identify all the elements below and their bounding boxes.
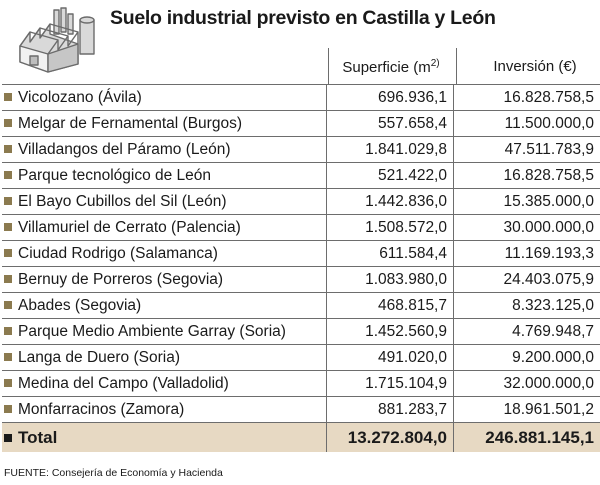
row-name-cell: Monfarracinos (Zamora): [2, 396, 327, 423]
factory-icon: [19, 7, 95, 73]
inversion-cell: 16.828.758,5: [453, 162, 600, 189]
superficie-cell: 557.658,4: [326, 110, 454, 137]
table-row: Villadangos del Páramo (León) 1.841.029,8…: [2, 136, 600, 163]
superficie-cell: 1.841.029,8: [326, 136, 454, 163]
column-divider: [456, 48, 457, 84]
row-name: Monfarracinos (Zamora): [18, 400, 185, 418]
table-row: El Bayo Cubillos del Sil (León) 1.442.836…: [2, 188, 600, 215]
table-row: Villamuriel de Cerrato (Palencia) 1.508.5…: [2, 214, 600, 241]
superficie-exponent: 2): [430, 58, 440, 69]
bullet-square-icon: [4, 274, 12, 283]
inversion-cell: 16.828.758,5: [453, 84, 600, 111]
inversion-cell: 30.000.000,0: [453, 214, 600, 241]
table-row: Bernuy de Porreros (Segovia) 1.083.980,0 2…: [2, 266, 600, 293]
table-row: Medina del Campo (Valladolid) 1.715.104,9…: [2, 370, 600, 397]
row-name-cell: Bernuy de Porreros (Segovia): [2, 266, 327, 293]
bullet-square-icon: [4, 352, 12, 361]
superficie-cell: 491.020,0: [326, 344, 454, 371]
bullet-square-icon: [4, 326, 12, 335]
row-name: Total: [18, 427, 58, 447]
row-name: Medina del Campo (Valladolid): [18, 374, 229, 392]
superficie-cell: 1.442.836,0: [326, 188, 454, 215]
row-name: Ciudad Rodrigo (Salamanca): [18, 244, 218, 262]
bullet-square-icon: [4, 433, 12, 442]
row-name-cell: Villadangos del Páramo (León): [2, 136, 327, 163]
row-name-cell: Vicolozano (Ávila): [2, 84, 327, 111]
inversion-cell: 18.961.501,2: [453, 396, 600, 423]
superficie-cell: 13.272.804,0: [326, 422, 454, 452]
superficie-cell: 611.584,4: [326, 240, 454, 267]
row-name: Abades (Segovia): [18, 296, 142, 314]
superficie-cell: 1.452.560,9: [326, 318, 454, 345]
row-name-cell: Parque tecnológico de León: [2, 162, 327, 189]
row-name: Parque Medio Ambiente Garray (Soria): [18, 322, 286, 340]
bullet-square-icon: [4, 378, 12, 387]
superficie-cell: 1.083.980,0: [326, 266, 454, 293]
inversion-cell: 11.500.000,0: [453, 110, 600, 137]
table-row: Parque Medio Ambiente Garray (Soria) 1.45…: [2, 318, 600, 345]
inversion-cell: 47.511.783,9: [453, 136, 600, 163]
bullet-square-icon: [4, 170, 12, 179]
bullet-square-icon: [4, 300, 12, 309]
row-name: Bernuy de Porreros (Segovia): [18, 270, 224, 288]
row-name-cell: El Bayo Cubillos del Sil (León): [2, 188, 327, 215]
row-name-cell: Parque Medio Ambiente Garray (Soria): [2, 318, 327, 345]
row-name: Vicolozano (Ávila): [18, 88, 142, 106]
row-name: Parque tecnológico de León: [18, 166, 212, 184]
page-title: Suelo industrial previsto en Castilla y …: [110, 7, 496, 29]
inversion-cell: 4.769.948,7: [453, 318, 600, 345]
bullet-square-icon: [4, 222, 12, 231]
inversion-cell: 15.385.000,0: [453, 188, 600, 215]
row-name-cell: Melgar de Fernamental (Burgos): [2, 110, 327, 137]
row-name-cell: Ciudad Rodrigo (Salamanca): [2, 240, 327, 267]
inversion-cell: 24.403.075,9: [453, 266, 600, 293]
inversion-cell: 9.200.000,0: [453, 344, 600, 371]
inversion-cell: 246.881.145,1: [453, 422, 600, 452]
row-name-cell: Medina del Campo (Valladolid): [2, 370, 327, 397]
superficie-label: Superficie (m: [342, 59, 431, 76]
row-name-cell: Villamuriel de Cerrato (Palencia): [2, 214, 327, 241]
bullet-square-icon: [4, 404, 12, 413]
column-header-superficie: Superficie (m2): [332, 58, 450, 76]
table-row: Vicolozano (Ávila) 696.936,1 16.828.758,5: [2, 84, 600, 111]
superficie-cell: 881.283,7: [326, 396, 454, 423]
data-table: Vicolozano (Ávila) 696.936,1 16.828.758,5 M…: [2, 84, 600, 452]
superficie-cell: 1.715.104,9: [326, 370, 454, 397]
bullet-square-icon: [4, 118, 12, 127]
bullet-square-icon: [4, 92, 12, 101]
total-row: Total 13.272.804,0 246.881.145,1: [2, 422, 600, 452]
row-name-cell: Abades (Segovia): [2, 292, 327, 319]
inversion-cell: 32.000.000,0: [453, 370, 600, 397]
row-name: Villamuriel de Cerrato (Palencia): [18, 218, 241, 236]
row-name-cell: Total: [2, 422, 327, 452]
superficie-cell: 1.508.572,0: [326, 214, 454, 241]
superficie-cell: 696.936,1: [326, 84, 454, 111]
row-name: Melgar de Fernamental (Burgos): [18, 114, 242, 132]
bullet-square-icon: [4, 248, 12, 257]
superficie-cell: 468.815,7: [326, 292, 454, 319]
row-name: El Bayo Cubillos del Sil (León): [18, 192, 227, 210]
superficie-cell: 521.422,0: [326, 162, 454, 189]
bullet-square-icon: [4, 144, 12, 153]
row-name: Villadangos del Páramo (León): [18, 140, 231, 158]
inversion-cell: 8.323.125,0: [453, 292, 600, 319]
table-row: Monfarracinos (Zamora) 881.283,7 18.961.50…: [2, 396, 600, 423]
table-row: Abades (Segovia) 468.815,7 8.323.125,0: [2, 292, 600, 319]
table-row: Parque tecnológico de León 521.422,0 16.82…: [2, 162, 600, 189]
column-header-inversion: Inversión (€): [493, 58, 577, 75]
table-row: Melgar de Fernamental (Burgos) 557.658,4 1…: [2, 110, 600, 137]
table-row: Ciudad Rodrigo (Salamanca) 611.584,4 11.16…: [2, 240, 600, 267]
row-name: Langa de Duero (Soria): [18, 348, 180, 366]
inversion-cell: 11.169.193,3: [453, 240, 600, 267]
bullet-square-icon: [4, 196, 12, 205]
header: Suelo industrial previsto en Castilla y …: [0, 0, 600, 82]
source-note: FUENTE: Consejería de Economía y Haciend…: [4, 467, 223, 479]
row-name-cell: Langa de Duero (Soria): [2, 344, 327, 371]
table-row: Langa de Duero (Soria) 491.020,0 9.200.000…: [2, 344, 600, 371]
table-body: Vicolozano (Ávila) 696.936,1 16.828.758,5 M…: [2, 84, 600, 452]
column-divider: [328, 48, 329, 84]
